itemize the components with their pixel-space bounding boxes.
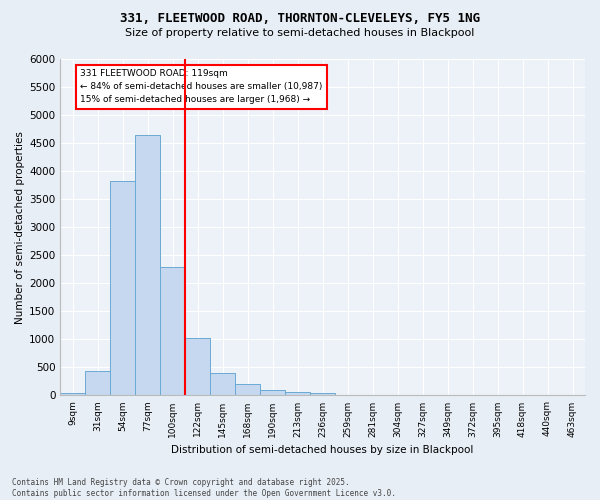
Y-axis label: Number of semi-detached properties: Number of semi-detached properties — [15, 131, 25, 324]
Text: Size of property relative to semi-detached houses in Blackpool: Size of property relative to semi-detach… — [125, 28, 475, 38]
Bar — [260, 390, 285, 396]
Bar — [310, 392, 335, 396]
Bar — [60, 392, 85, 396]
Bar — [160, 267, 185, 396]
Bar — [185, 338, 210, 396]
Bar — [285, 392, 310, 396]
Bar — [85, 371, 110, 396]
Text: 331, FLEETWOOD ROAD, THORNTON-CLEVELEYS, FY5 1NG: 331, FLEETWOOD ROAD, THORNTON-CLEVELEYS,… — [120, 12, 480, 26]
Bar — [110, 181, 135, 396]
Text: 331 FLEETWOOD ROAD: 119sqm
← 84% of semi-detached houses are smaller (10,987)
15: 331 FLEETWOOD ROAD: 119sqm ← 84% of semi… — [80, 69, 323, 104]
Bar — [235, 384, 260, 396]
Bar — [135, 134, 160, 396]
X-axis label: Distribution of semi-detached houses by size in Blackpool: Distribution of semi-detached houses by … — [172, 445, 474, 455]
Text: Contains HM Land Registry data © Crown copyright and database right 2025.
Contai: Contains HM Land Registry data © Crown c… — [12, 478, 396, 498]
Bar — [210, 373, 235, 396]
